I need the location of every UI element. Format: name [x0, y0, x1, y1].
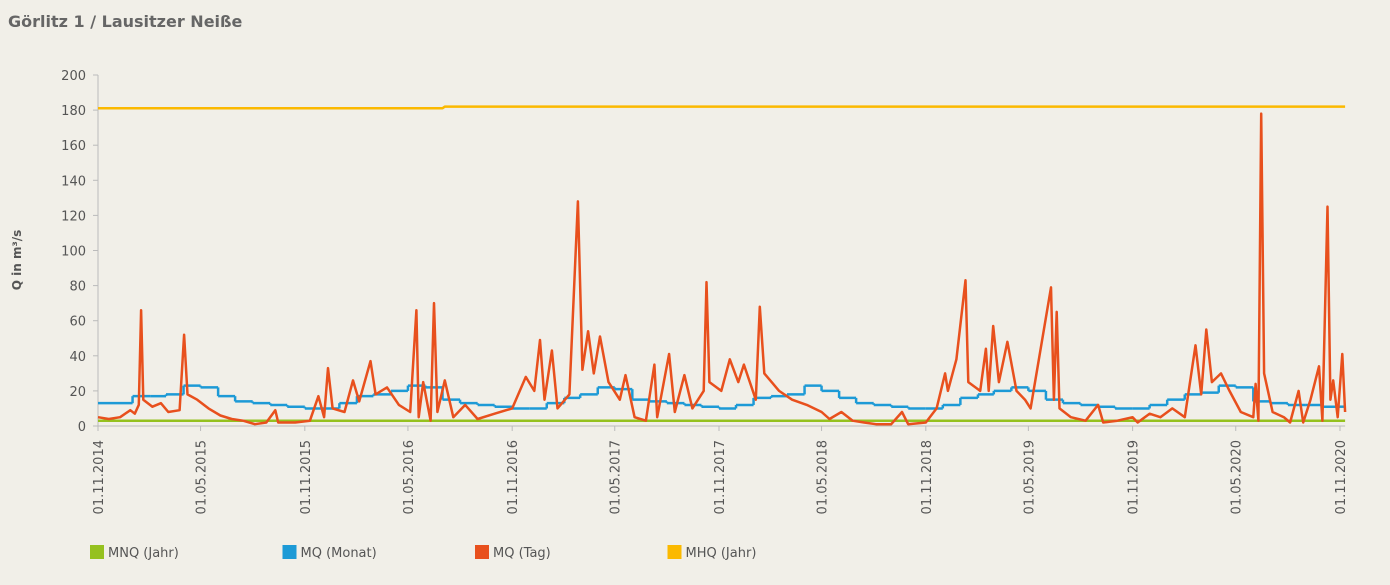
legend-swatch — [90, 545, 104, 559]
y-tick-label: 140 — [61, 174, 86, 189]
legend-swatch — [475, 545, 489, 559]
x-tick-label: 01.05.2016 — [402, 440, 417, 514]
x-tick-label: 01.11.2016 — [506, 440, 521, 514]
legend-swatch — [282, 545, 297, 559]
y-tick-label: 180 — [61, 104, 86, 119]
y-tick-label: 40 — [69, 350, 86, 365]
y-tick-label: 20 — [69, 385, 86, 400]
x-tick-label: 01.11.2019 — [1127, 440, 1142, 514]
x-tick-label: 01.11.2018 — [920, 440, 935, 514]
legend-label: MQ (Monat) — [301, 546, 377, 561]
data-line — [97, 112, 1347, 426]
y-tick-label: 0 — [78, 420, 86, 435]
legend-swatch — [667, 545, 682, 559]
y-axis-label: Q in m³/s — [10, 230, 24, 291]
x-tick-label: 01.11.2017 — [713, 440, 728, 514]
y-tick-label: 60 — [69, 315, 86, 330]
x-tick-label: 01.05.2020 — [1230, 440, 1245, 514]
y-tick-label: 80 — [69, 280, 86, 295]
y-tick-label: 200 — [61, 69, 86, 84]
x-tick-label: 01.05.2019 — [1022, 440, 1037, 514]
y-tick-label: 120 — [61, 209, 86, 224]
x-tick-label: 01.05.2015 — [195, 440, 210, 514]
legend-label: MNQ (Jahr) — [108, 546, 179, 561]
y-tick-label: 100 — [61, 245, 86, 260]
x-tick-label: 01.05.2018 — [816, 440, 831, 514]
legend-label: MHQ (Jahr) — [686, 546, 757, 561]
y-tick-label: 160 — [61, 139, 86, 154]
x-tick-label: 01.05.2017 — [609, 440, 624, 514]
chart-title: Görlitz 1 / Lausitzer Neiße — [8, 12, 243, 31]
data-line — [98, 105, 1346, 110]
x-tick-label: 01.11.2014 — [92, 440, 107, 514]
x-tick-label: 01.11.2020 — [1334, 440, 1349, 514]
legend-label: MQ (Tag) — [493, 546, 551, 561]
x-tick-label: 01.11.2015 — [299, 440, 314, 514]
